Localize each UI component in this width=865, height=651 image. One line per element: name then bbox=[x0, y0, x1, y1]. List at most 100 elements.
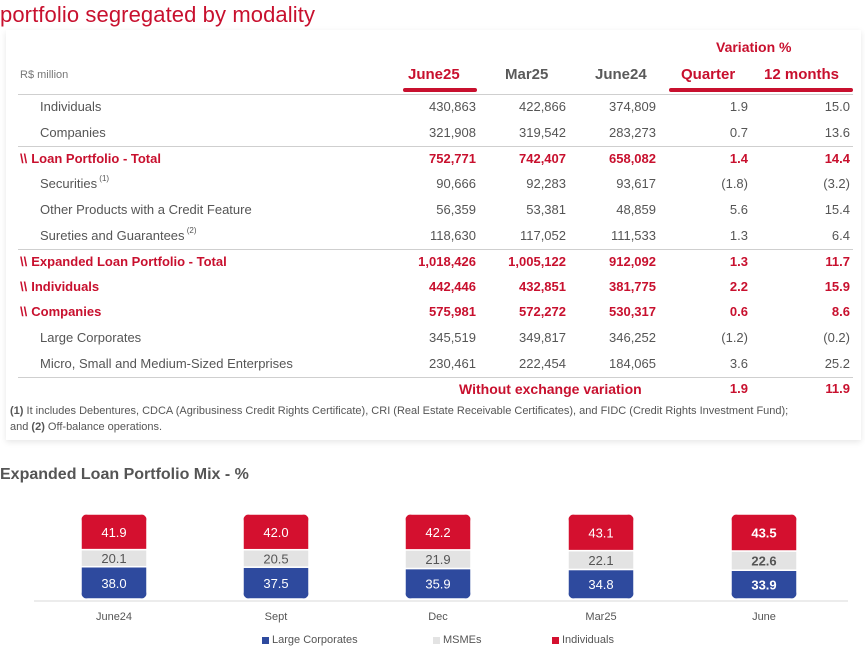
table-cell: 117,052 bbox=[519, 228, 566, 243]
portfolio-mix-chart: 38.0 20.1 41.9 June24 37.5 20.5 42.0 Sept 35.9 21… bbox=[34, 514, 848, 623]
col-header-12-months: 12 months bbox=[764, 66, 840, 83]
table-cell: 92,283 bbox=[526, 176, 566, 191]
table-cell: 5.6 bbox=[729, 202, 748, 217]
row-label: Individuals bbox=[40, 99, 101, 114]
col-header-june24: June24 bbox=[595, 66, 647, 83]
table-cell: 2.2 bbox=[729, 279, 748, 294]
row-label: Large Corporates bbox=[40, 330, 141, 345]
table-row: Other Products with a Credit Feature 56,3… bbox=[18, 198, 853, 224]
data-label: 37.5 bbox=[263, 576, 288, 591]
table-cell: 575,981 bbox=[429, 304, 476, 319]
table-cell: 752,771 bbox=[429, 151, 476, 166]
table-row: \\ Individuals 442,446 432,851 381,775 2.2 15.… bbox=[18, 275, 853, 301]
data-label: 41.9 bbox=[101, 525, 126, 540]
table-cell: 283,273 bbox=[609, 125, 656, 140]
table-cell: 1.4 bbox=[729, 151, 748, 166]
without-exchange-label: Without exchange variation bbox=[459, 381, 642, 397]
table-cell: 48,859 bbox=[616, 202, 656, 217]
row-label: Sureties and Guarantees (2) bbox=[40, 226, 197, 243]
data-label: 42.2 bbox=[425, 525, 450, 540]
data-label: 43.1 bbox=[588, 525, 613, 540]
legend-large-corporates: Large Corporates bbox=[262, 634, 358, 646]
table-cell: 430,863 bbox=[429, 99, 476, 114]
table-cell: 442,446 bbox=[429, 279, 476, 294]
table-cell: 572,272 bbox=[519, 304, 566, 319]
data-label: 34.8 bbox=[588, 577, 613, 592]
table-cell: 345,519 bbox=[429, 330, 476, 345]
data-label: 43.5 bbox=[751, 525, 776, 540]
bar-segment-large-corporates bbox=[731, 569, 797, 599]
table-cell: 15.0 bbox=[824, 99, 850, 114]
row-label-text: Large Corporates bbox=[40, 330, 142, 345]
table-cell: 1.9 bbox=[729, 99, 748, 114]
data-label: 35.9 bbox=[425, 577, 450, 592]
data-label: 22.1 bbox=[588, 553, 613, 568]
x-tick-label: Mar25 bbox=[585, 611, 616, 623]
table-cell: 1,018,426 bbox=[418, 254, 476, 269]
table-cell: 13.6 bbox=[824, 125, 850, 140]
table-cell: 53,381 bbox=[526, 202, 566, 217]
table-cell: 90,666 bbox=[436, 176, 476, 191]
variation-header: Variation % bbox=[716, 39, 792, 55]
table-cell: 15.9 bbox=[824, 279, 850, 294]
row-label: \\ Individuals bbox=[20, 279, 99, 294]
table-cell: 25.2 bbox=[824, 356, 850, 371]
row-label-text: Companies bbox=[31, 304, 102, 319]
table-row: Sureties and Guarantees (2) 118,630 117,05… bbox=[18, 224, 853, 250]
unit-label: R$ million bbox=[20, 69, 69, 81]
data-label: 33.9 bbox=[751, 578, 776, 593]
stacked-bar bbox=[568, 514, 634, 599]
footnote-ref: (2) bbox=[184, 226, 197, 235]
legend-label-msmes: MSMEs bbox=[443, 634, 482, 646]
bar-segment-large-corporates bbox=[81, 565, 147, 599]
bar-segment-individuals bbox=[405, 514, 471, 551]
table-cell: 14.4 bbox=[824, 151, 850, 166]
table-cell: 0.7 bbox=[729, 125, 748, 140]
table-cell: 742,407 bbox=[519, 151, 566, 166]
table-cell: 346,252 bbox=[609, 330, 656, 345]
table-cell: 658,082 bbox=[609, 151, 656, 166]
footnote-text-1: It includes Debentures, CDCA (Agribusine… bbox=[23, 405, 789, 417]
legend-individuals: Individuals bbox=[552, 634, 614, 646]
col-header-mar25: Mar25 bbox=[505, 66, 549, 83]
stacked-bar bbox=[731, 514, 797, 599]
table-row: Micro, Small and Medium-Sized Enterprise… bbox=[18, 352, 853, 378]
table-cell: 1.3 bbox=[729, 254, 748, 269]
row-label-text: Micro, Small and Medium-Sized Enterprise… bbox=[40, 356, 293, 371]
table-cell: 374,809 bbox=[609, 99, 656, 114]
variation-underline bbox=[669, 88, 853, 92]
row-label-text: Companies bbox=[40, 125, 106, 140]
row-label: Other Products with a Credit Feature bbox=[40, 202, 252, 217]
table-cell: 6.4 bbox=[831, 228, 850, 243]
bar-segment-individuals bbox=[243, 514, 309, 551]
without-exchange-12-months: 11.9 bbox=[825, 381, 850, 396]
legend-swatch-individuals bbox=[552, 636, 559, 644]
table-cell: 184,065 bbox=[609, 356, 656, 371]
table-row: Securities (1) 90,666 92,283 93,617 (1.8) (3.… bbox=[18, 172, 853, 198]
row-label-text: Sureties and Guarantees bbox=[40, 228, 185, 243]
loan-portfolio-table-card bbox=[6, 30, 861, 440]
table-cell: 111,533 bbox=[610, 228, 656, 243]
table-cell: 912,092 bbox=[609, 254, 656, 269]
table-cell: 349,817 bbox=[519, 330, 566, 345]
table-cell: 321,908 bbox=[429, 125, 476, 140]
data-label: 20.5 bbox=[263, 551, 288, 566]
total-marker-icon: \\ bbox=[20, 279, 28, 294]
total-marker-icon: \\ bbox=[20, 151, 28, 166]
row-label-text: Individuals bbox=[31, 279, 100, 294]
table-cell: (1.8) bbox=[721, 176, 748, 191]
row-label: Securities (1) bbox=[40, 174, 109, 191]
col-header-june25: June25 bbox=[408, 66, 460, 83]
table-row: \\ Loan Portfolio - Total 752,771 742,407 65… bbox=[18, 146, 853, 172]
data-label: 42.0 bbox=[263, 525, 288, 540]
table-cell: 1.3 bbox=[729, 228, 748, 243]
stacked-bar bbox=[405, 514, 471, 599]
table-cell: 422,866 bbox=[519, 99, 566, 114]
table-cell: 530,317 bbox=[609, 304, 656, 319]
table-cell: (0.2) bbox=[823, 330, 850, 345]
table-row: \\ Companies 575,981 572,272 530,317 0.6 8.6 bbox=[18, 300, 853, 326]
row-label: Companies bbox=[40, 125, 106, 140]
footnote-and: and bbox=[10, 421, 32, 433]
table-cell: 222,454 bbox=[519, 356, 566, 371]
row-label-text: Securities bbox=[40, 176, 98, 191]
